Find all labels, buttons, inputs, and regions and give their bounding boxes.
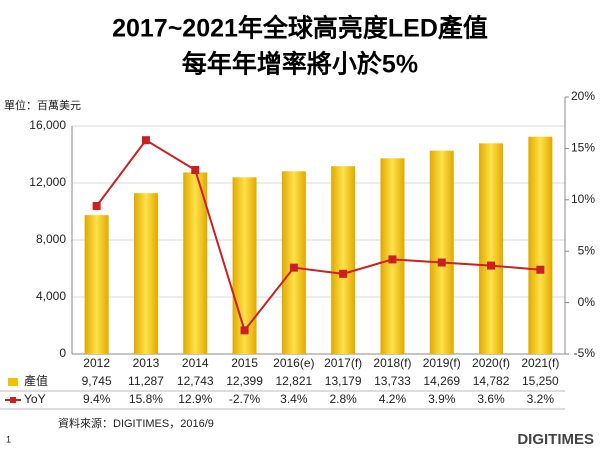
x-tick-label: 2012 xyxy=(83,356,110,370)
source: 資料來源：DIGITIMES，2016/9 xyxy=(58,416,214,430)
table-value: 14,782 xyxy=(473,374,510,388)
y-tick-label: 12,000 xyxy=(29,175,66,189)
table-value: 4.2% xyxy=(379,392,407,406)
table-value: 13,733 xyxy=(374,374,411,388)
x-tick-label: 2021(f) xyxy=(521,356,559,370)
table-value: 3.2% xyxy=(527,392,555,406)
point xyxy=(289,263,298,272)
y-tick-label: 16,000 xyxy=(29,118,66,132)
y2-tick-label: 10% xyxy=(571,192,595,206)
bar xyxy=(429,150,454,354)
point xyxy=(191,165,200,174)
legend-label: 產值 xyxy=(24,373,48,388)
table-value: 12.9% xyxy=(178,392,212,406)
x-tick-label: 2018(f) xyxy=(373,356,411,370)
point xyxy=(92,201,101,210)
point xyxy=(240,326,249,335)
y2-tick-label: 20% xyxy=(571,89,595,103)
line xyxy=(95,138,541,333)
table-value: 9.4% xyxy=(83,392,111,406)
table-value: 3.9% xyxy=(428,392,456,406)
bar xyxy=(281,171,306,354)
table-value: 13,179 xyxy=(325,374,362,388)
table-value: -2.7% xyxy=(229,392,261,406)
chart-title: 2017~2021年全球高亮度LED產值 xyxy=(112,14,488,43)
table-value: 11,287 xyxy=(128,374,164,388)
x-tick-label: 2020(f) xyxy=(472,356,510,370)
page-number: 1 xyxy=(6,434,11,444)
table-value: 12,399 xyxy=(226,374,263,388)
table-value: 3.6% xyxy=(477,392,505,406)
legend-swatch xyxy=(8,378,18,386)
legend-marker xyxy=(10,397,16,403)
y-tick-label: 8,000 xyxy=(36,232,66,246)
table-value: 3.4% xyxy=(280,392,308,406)
bar xyxy=(84,215,109,354)
x-tick-label: 2016(e) xyxy=(273,356,314,370)
bar xyxy=(183,172,208,354)
x-tick-label: 2017(f) xyxy=(324,356,362,370)
x-tick-label: 2013 xyxy=(133,356,160,370)
y2-tick-label: 5% xyxy=(578,243,596,257)
chart-subtitle: 每年年增率將小於5% xyxy=(182,50,418,79)
bar xyxy=(528,136,553,354)
point xyxy=(388,255,397,264)
y2-tick-label: 15% xyxy=(571,141,595,155)
table-value: 14,269 xyxy=(423,374,460,388)
bar xyxy=(479,143,504,354)
table-value: 15,250 xyxy=(522,374,559,388)
table-value: 12,743 xyxy=(177,374,214,388)
table-value: 9,745 xyxy=(82,374,112,388)
legend-label: YoY xyxy=(24,392,46,406)
table-value: 15.8% xyxy=(129,392,163,406)
unit-label: 單位：百萬美元 xyxy=(4,98,81,112)
point xyxy=(339,269,348,278)
y2-tick-label: 0% xyxy=(578,295,596,309)
bar xyxy=(331,166,356,354)
y-tick-label: 4,000 xyxy=(36,289,66,303)
point xyxy=(437,258,446,267)
x-tick-label: 2015 xyxy=(231,356,258,370)
x-tick-label: 2014 xyxy=(182,356,209,370)
logo: DIGITIMES xyxy=(517,431,594,448)
table-value: 12,821 xyxy=(275,374,312,388)
y2-tick-label: -5% xyxy=(574,346,596,360)
point xyxy=(536,265,545,274)
x-tick-label: 2019(f) xyxy=(423,356,461,370)
table-value: 2.8% xyxy=(329,392,357,406)
y-tick-label: 0 xyxy=(59,346,66,360)
bar xyxy=(133,193,158,354)
point xyxy=(141,136,150,145)
point xyxy=(487,261,496,270)
